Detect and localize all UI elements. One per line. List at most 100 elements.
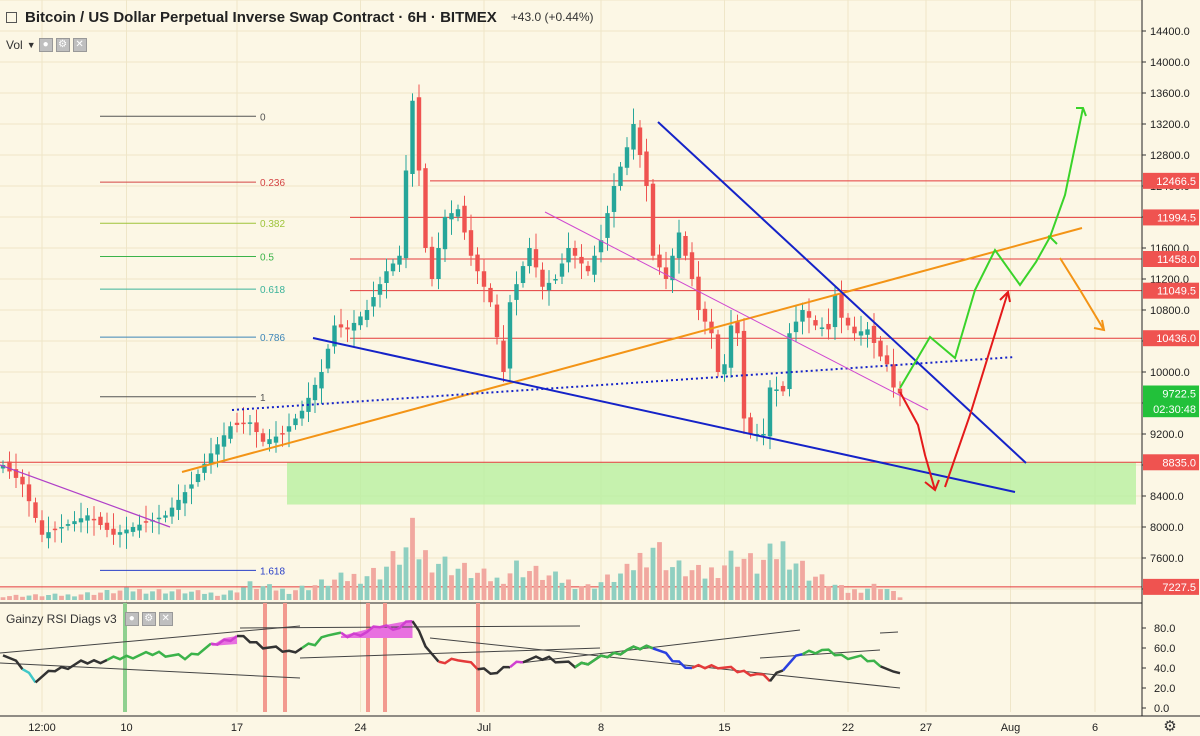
dotted-trendline [231,356,1016,411]
time-tick-label: 22 [842,722,854,734]
volume-bar [884,589,890,600]
price-level-label: 10436.0 [1156,333,1196,345]
volume-bar [176,589,181,600]
volume-bar [767,543,773,600]
wedge-lower-line [312,337,1016,493]
candle-body [871,325,877,343]
candle-body [228,426,233,439]
volume-bar [124,587,129,600]
eye-icon[interactable]: ● [124,612,139,626]
candle-body [312,384,318,401]
volume-bar [644,567,649,600]
volume-bar [468,578,474,600]
volume-bar [150,591,155,600]
candle-body [436,248,441,279]
candle-body [878,340,883,357]
candle-body [91,518,97,521]
price-tick-label: 13200.0 [1150,119,1190,131]
candle-body [780,385,786,392]
close-icon[interactable]: ✕ [72,38,87,52]
price-level-label: 02:30:48 [1153,404,1196,416]
volume-bar [371,567,376,600]
price-axis [1142,0,1200,736]
candle-body [676,232,682,259]
volume-bar [312,585,318,600]
candle-body [20,476,25,485]
candle-body [247,422,253,424]
volume-bar [208,592,214,600]
price-tick-label: 8400.0 [1150,491,1184,503]
candle-body [767,387,773,437]
rsi-overbought-fill [341,620,413,638]
fibonacci-retracement[interactable]: 0 0.236 0.382 0.5 0.618 0.786 1 1.618 [100,112,285,577]
candle-body [137,524,142,531]
volume-bar [13,594,19,600]
rsi-trendline [879,631,899,634]
candlesticks [0,84,903,549]
volume-bar [585,584,591,600]
volume-legend: Vol ▼ ● ⚙ ✕ [6,38,87,52]
volume-bar [670,567,675,600]
candle-body [800,310,805,322]
rsi-trendline [0,662,301,679]
volume-bar [169,591,175,600]
gear-icon[interactable]: ⚙ [1163,718,1176,735]
candle-body [741,330,747,419]
eye-icon[interactable]: ● [38,38,53,52]
chevron-down-icon[interactable]: ▼ [26,40,36,50]
close-icon[interactable]: ✕ [158,612,173,626]
candle-body [384,271,389,284]
volume-bar [618,573,623,600]
candle-body [345,327,350,330]
candle-body [85,515,90,521]
volume-bar [663,570,669,600]
candle-body [267,439,272,445]
fib-label: 0.236 [260,178,285,189]
volume-bar [59,595,64,600]
price-level-tag [1143,172,1199,189]
volume-bar [182,593,188,600]
volume-bar [579,586,584,600]
support-zone-rect [287,462,1136,505]
volume-bar [377,579,383,600]
candle-body [241,422,246,425]
price-tick-label: 9200.0 [1150,429,1184,441]
volume-bar [241,587,246,600]
rsi-signal-bar [476,603,480,712]
rsi-trendline [239,625,581,629]
volume-bar [553,571,558,600]
volume-bar [891,590,896,600]
arrow-head [999,289,1011,303]
price-level-label: 7227.5 [1162,582,1196,594]
rsi-line [340,619,413,639]
volume-bar [247,581,253,600]
volume-bar [65,594,71,600]
volume-bar [559,582,565,600]
gear-icon[interactable]: ⚙ [55,38,70,52]
volume-bar [488,581,493,600]
time-tick-label: 6 [1092,722,1098,734]
volume-bar [637,552,643,600]
volume-bar [156,589,162,600]
gear-icon[interactable]: ⚙ [141,612,156,626]
symbol-title[interactable]: Bitcoin / US Dollar Perpetual Inverse Sw… [25,8,497,26]
volume-bar [260,586,266,600]
rsi-line [301,631,342,650]
rsi-line [477,665,511,676]
rsi-signal-bar [283,603,287,712]
collapse-icon[interactable] [6,11,17,23]
volume-bar [787,569,792,600]
volume-bar [702,578,708,600]
rsi-tick-label: 80.0 [1154,623,1175,635]
trend-drawings[interactable] [0,107,1106,528]
candle-body [813,320,818,326]
volume-bar [533,565,539,600]
rsi-tick-label: 60.0 [1154,643,1175,655]
candle-body [566,248,571,263]
volume-bar [299,585,305,600]
rsi-trendline [759,649,881,659]
candle-body [130,527,136,532]
candle-body [468,230,474,256]
volume-bar [416,559,422,600]
